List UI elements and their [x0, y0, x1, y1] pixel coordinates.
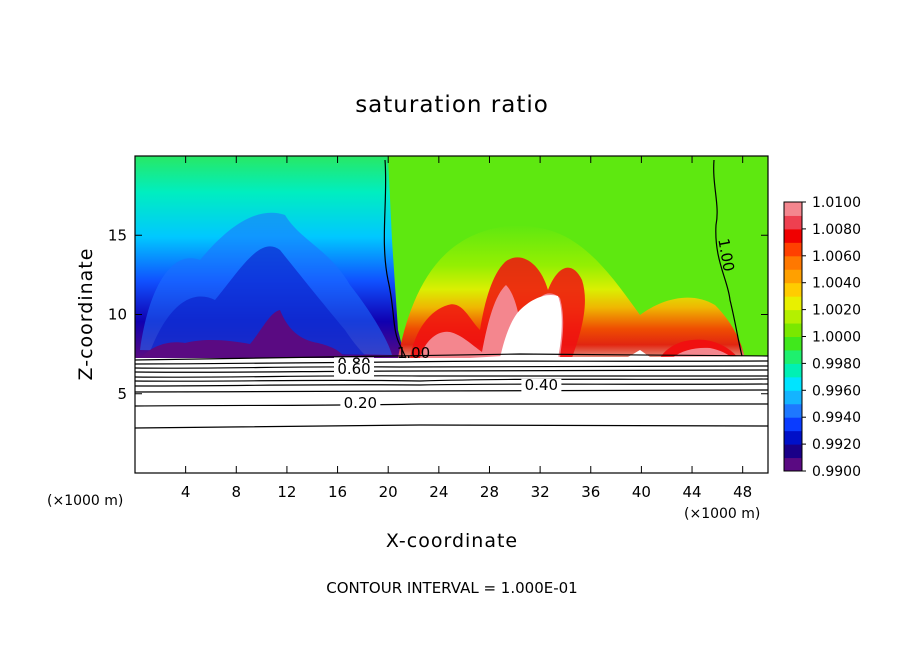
- colorbar-swatch: [784, 309, 802, 324]
- colorbar-tick-label: 0.9940: [812, 410, 861, 426]
- colorbar-swatch: [784, 444, 802, 459]
- contour-0-60: [134, 374, 769, 378]
- colorbar-swatch: [784, 336, 802, 351]
- colorbar-swatch: [784, 323, 802, 337]
- colorbar-tick-label: 0.9960: [812, 383, 861, 399]
- x-tick-label: 28: [480, 483, 499, 501]
- white-core: [500, 294, 562, 358]
- x-tick-label: 36: [581, 483, 600, 501]
- contour-label-bg: [334, 362, 375, 377]
- x-axis-label: X-coordinate: [386, 530, 518, 552]
- contour-0-30: [134, 389, 769, 393]
- contour-0-50: [134, 378, 769, 382]
- colorbar-tick-label: 1.0080: [812, 222, 861, 238]
- contour-label: 0.60: [337, 360, 370, 378]
- x-tick-label: 40: [632, 483, 651, 501]
- left-purple-edge: [140, 310, 345, 358]
- contour-interval-note: CONTOUR INTERVAL = 1.000E-01: [326, 579, 577, 597]
- colorbar-swatch: [784, 417, 802, 432]
- contour-0-80: [134, 365, 769, 369]
- contour-label: 0.20: [344, 394, 377, 412]
- y-axis-ticks: 5 10 15: [108, 226, 768, 403]
- contour-0-70: [134, 369, 769, 373]
- x-tick-label: 32: [531, 483, 550, 501]
- x-tick-label: 8: [232, 483, 242, 501]
- colorbar-tick-label: 1.0000: [812, 330, 861, 346]
- contour-0-90: [134, 360, 769, 365]
- contour-labels: 1.001.000.800.600.400.20: [334, 237, 738, 412]
- colorbar: 0.9900 0.9920 0.9940 0.9960 0.9980 1.0000 1.00…: [783, 195, 861, 480]
- x-tick-label: 16: [328, 483, 347, 501]
- colorbar-swatch: [784, 202, 802, 216]
- lower-blank: [135, 358, 768, 473]
- colorbar-swatch: [784, 376, 802, 391]
- colorbar-swatch: [784, 269, 802, 284]
- chart-title: saturation ratio: [355, 92, 549, 118]
- contour-label: 1.00: [714, 237, 738, 273]
- x-axis-ticks: 4 8 12 16 20 24 28 32 36 40 44 48: [181, 156, 752, 501]
- colorbar-swatch: [784, 228, 802, 243]
- x-unit-right: (×1000 m): [684, 506, 760, 522]
- y-axis-label: Z-coordinate: [75, 248, 97, 381]
- colorbar-swatch: [784, 430, 802, 445]
- contour-0-40: [134, 383, 769, 387]
- colorbar-swatch: [784, 403, 802, 418]
- x-tick-label: 20: [379, 483, 398, 501]
- x-tick-label: 4: [181, 483, 191, 501]
- colorbar-tick-label: 0.9980: [812, 356, 861, 372]
- contour-label-bg: [340, 397, 381, 412]
- x-tick-label: 44: [682, 483, 701, 501]
- colorbar-swatch: [784, 349, 802, 364]
- plot-area: [135, 156, 768, 473]
- colorbar-swatch: [784, 282, 802, 297]
- contour-1-00-right: [713, 159, 743, 357]
- contour-label-bg: [521, 378, 562, 393]
- contour-label: 1.00: [397, 344, 430, 362]
- colorbar-tick-label: 1.0100: [812, 195, 861, 211]
- colorbar-swatch: [784, 457, 802, 472]
- contour-1-00-low: [134, 353, 769, 361]
- y-tick-label: 5: [117, 385, 127, 403]
- colorbar-tick-label: 1.0020: [812, 303, 861, 319]
- colorbar-swatch: [784, 242, 802, 257]
- colorbar-swatch: [784, 215, 802, 230]
- left-darkblue-plume: [150, 246, 365, 355]
- x-unit-left: (×1000 m): [47, 493, 123, 509]
- colorbar-tick-label: 1.0040: [812, 276, 861, 292]
- contour-0-10: [134, 424, 769, 429]
- contour-1-00-left: [383, 159, 407, 359]
- x-tick-label: 48: [733, 483, 752, 501]
- colorbar-tick-label: 0.9900: [812, 464, 861, 480]
- x-tick-label: 24: [429, 483, 448, 501]
- contour-label: 0.40: [525, 376, 558, 394]
- y-tick-label: 10: [108, 306, 127, 324]
- colorbar-tick-label: 0.9920: [812, 437, 861, 453]
- colorbar-swatch: [784, 363, 802, 378]
- colorbar-swatch: [784, 296, 802, 311]
- colorbar-swatch: [784, 390, 802, 405]
- y-tick-label: 15: [108, 226, 127, 244]
- x-tick-label: 12: [277, 483, 296, 501]
- contour-lines: [134, 159, 769, 429]
- colorbar-tick-label: 1.0060: [812, 249, 861, 265]
- colorbar-swatch: [784, 255, 802, 270]
